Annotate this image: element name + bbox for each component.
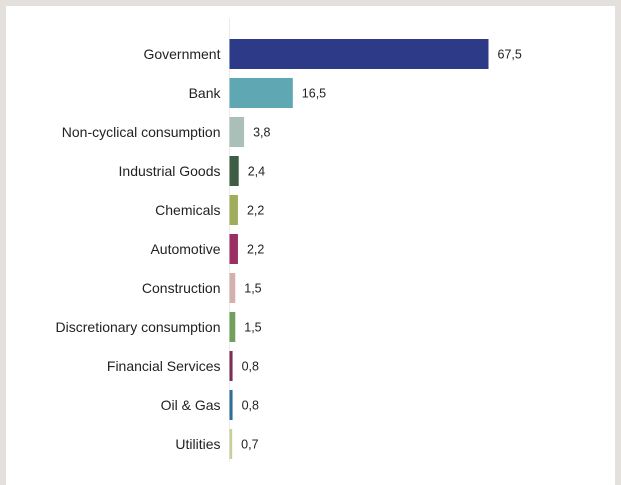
category-label-chemicals: Chemicals <box>155 202 220 218</box>
category-label-industrial-goods: Industrial Goods <box>119 163 221 179</box>
value-label-construction: 1,5 <box>244 282 261 296</box>
value-label-financial-services: 0,8 <box>242 360 259 374</box>
bar-automotive <box>229 234 238 264</box>
bar-industrial-goods <box>229 156 239 186</box>
category-label-bank: Bank <box>189 85 222 101</box>
value-label-discretionary-consumption: 1,5 <box>244 321 261 335</box>
category-label-oil-gas: Oil & Gas <box>161 397 221 413</box>
bar-non-cyclical-consumption <box>229 117 245 147</box>
value-label-industrial-goods: 2,4 <box>248 165 265 179</box>
category-label-utilities: Utilities <box>175 436 220 452</box>
category-label-automotive: Automotive <box>150 241 220 257</box>
bar-utilities <box>229 429 233 459</box>
bar-chemicals <box>229 195 238 225</box>
bar-oil-gas <box>229 390 233 420</box>
bar-financial-services <box>229 351 233 381</box>
category-label-government: Government <box>143 46 220 62</box>
bar-bank <box>229 78 293 108</box>
value-label-bank: 16,5 <box>302 87 326 101</box>
category-label-non-cyclical-consumption: Non-cyclical consumption <box>62 124 221 140</box>
category-label-financial-services: Financial Services <box>107 358 221 374</box>
bar-construction <box>229 273 236 303</box>
value-label-government: 67,5 <box>498 48 522 62</box>
category-label-construction: Construction <box>142 280 221 296</box>
value-label-chemicals: 2,2 <box>247 204 264 218</box>
category-label-discretionary-consumption: Discretionary consumption <box>56 319 221 335</box>
value-label-non-cyclical-consumption: 3,8 <box>253 126 270 140</box>
bar-discretionary-consumption <box>229 312 236 342</box>
value-label-automotive: 2,2 <box>247 243 264 257</box>
chart-panel <box>6 6 615 485</box>
bar-government <box>229 39 489 69</box>
value-label-utilities: 0,7 <box>241 438 258 452</box>
value-label-oil-gas: 0,8 <box>242 399 259 413</box>
